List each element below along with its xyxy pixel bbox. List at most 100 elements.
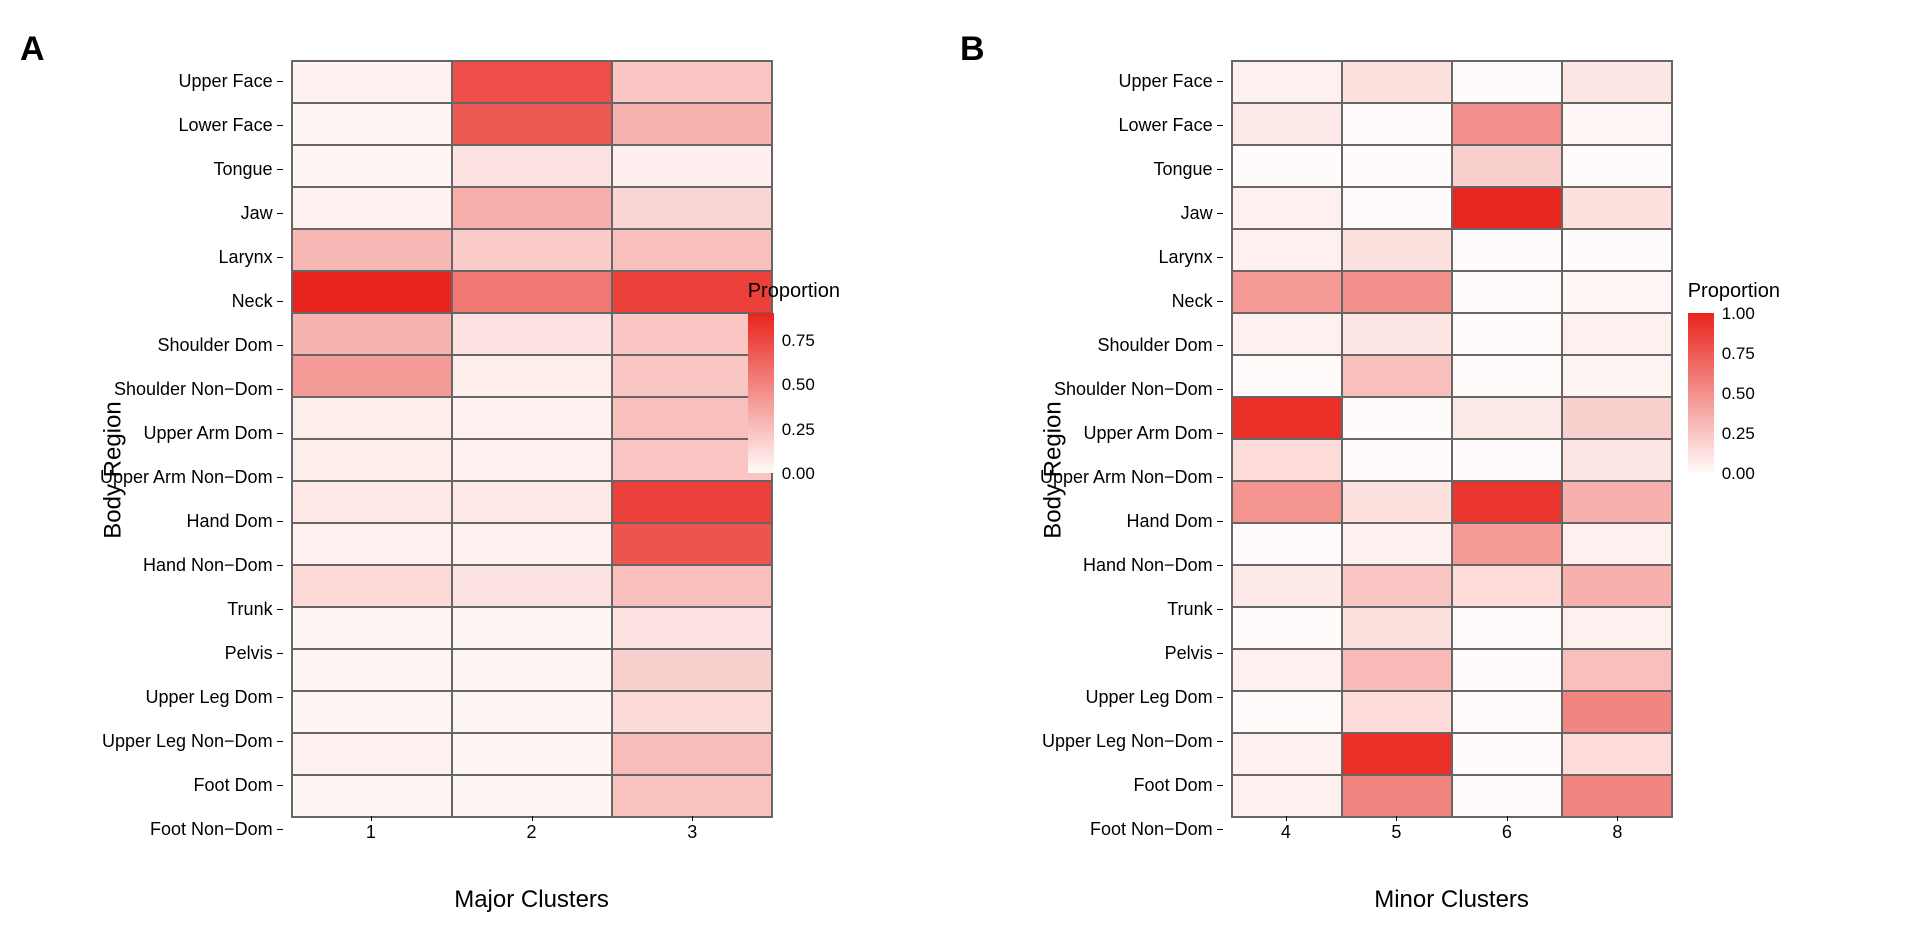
y-tick-label: Lower Face [1119,104,1223,146]
heatmap-cell [292,187,452,229]
heatmap-cell [1232,355,1342,397]
heatmap-cell [1232,607,1342,649]
panel-a-grid [291,60,773,818]
heatmap-cell [452,439,612,481]
heatmap-cell [1452,607,1562,649]
y-tick-label: Upper Arm Non−Dom [1040,456,1223,498]
x-tick-label: 2 [452,822,612,843]
y-tick-label: Foot Dom [194,764,283,806]
heatmap-cell [452,187,612,229]
panel-b-heatmap: Upper FaceLower FaceTongueJawLarynxNeckS… [1040,60,1620,850]
legend-tick-label: 0.25 [782,420,815,440]
heatmap-cell [612,145,772,187]
heatmap-cell [1452,313,1562,355]
panel-b-x-labels: 4568 [1231,822,1673,843]
heatmap-cell [1232,103,1342,145]
heatmap-cell [452,607,612,649]
heatmap-cell [1562,565,1672,607]
heatmap-cell [292,145,452,187]
heatmap-cell [612,565,772,607]
heatmap-cell [1342,145,1452,187]
y-tick-label: Upper Arm Dom [144,412,283,454]
heatmap-cell [1232,61,1342,103]
heatmap-cell [1562,145,1672,187]
heatmap-cell [1232,229,1342,271]
panel-a-legend-title: Proportion [748,280,840,303]
heatmap-cell [1342,481,1452,523]
x-tick-label: 5 [1341,822,1451,843]
heatmap-cell [292,691,452,733]
heatmap-cell [1232,523,1342,565]
heatmap-cell [292,649,452,691]
legend-tick-label: 0.25 [1722,424,1755,444]
panel-a-y-labels: Upper FaceLower FaceTongueJawLarynxNeckS… [100,60,291,850]
heatmap-cell [1452,523,1562,565]
heatmap-cell [1452,103,1562,145]
heatmap-cell [452,649,612,691]
heatmap-cell [292,61,452,103]
heatmap-cell [1452,271,1562,313]
heatmap-cell [452,397,612,439]
panel-a: A Body Region Upper FaceLower FaceTongue… [20,20,900,920]
heatmap-cell [612,691,772,733]
heatmap-cell [1562,61,1672,103]
heatmap-cell [1452,649,1562,691]
heatmap-cell [1562,397,1672,439]
y-tick-label: Pelvis [225,632,283,674]
heatmap-cell [1232,439,1342,481]
heatmap-cell [452,229,612,271]
heatmap-cell [452,691,612,733]
y-tick-label: Shoulder Dom [1098,324,1223,366]
panel-b-legend: Proportion 1.000.750.500.250.00 [1688,280,1780,473]
heatmap-cell [612,733,772,775]
x-tick-label: 3 [612,822,772,843]
heatmap-cell [612,187,772,229]
y-tick-label: Foot Non−Dom [1090,808,1223,850]
y-tick-label: Foot Dom [1134,764,1223,806]
heatmap-cell [1562,271,1672,313]
y-tick-label: Upper Leg Non−Dom [1042,720,1223,762]
panel-b-letter: B [960,30,985,69]
legend-tick-label: 0.00 [1722,464,1755,484]
heatmap-cell [1452,439,1562,481]
heatmap-cell [1452,775,1562,817]
heatmap-cell [1562,775,1672,817]
panel-a-legend-ticks: 0.750.500.250.00 [782,313,832,473]
y-tick-label: Upper Arm Non−Dom [100,456,283,498]
heatmap-cell [1342,61,1452,103]
panel-b-legend-title: Proportion [1688,280,1780,303]
x-tick-label: 8 [1562,822,1672,843]
heatmap-cell [452,145,612,187]
heatmap-cell [1562,439,1672,481]
heatmap-cell [292,397,452,439]
heatmap-cell [1562,229,1672,271]
heatmap-cell [452,271,612,313]
heatmap-cell [1232,691,1342,733]
heatmap-cell [1452,61,1562,103]
y-tick-label: Shoulder Non−Dom [1054,368,1223,410]
y-tick-label: Upper Leg Dom [146,676,283,718]
heatmap-cell [612,229,772,271]
y-tick-label: Trunk [227,588,282,630]
heatmap-cell [292,481,452,523]
heatmap-cell [292,355,452,397]
heatmap-cell [612,481,772,523]
heatmap-cell [1562,355,1672,397]
heatmap-cell [1232,397,1342,439]
panel-a-heatmap: Upper FaceLower FaceTongueJawLarynxNeckS… [100,60,680,850]
heatmap-cell [1452,187,1562,229]
heatmap-cell [1342,397,1452,439]
y-tick-label: Larynx [1159,236,1223,278]
y-tick-label: Lower Face [179,104,283,146]
y-tick-label: Upper Face [1119,60,1223,102]
heatmap-cell [1562,313,1672,355]
y-tick-label: Larynx [219,236,283,278]
heatmap-cell [1232,733,1342,775]
panel-b-grid [1231,60,1673,818]
legend-tick-label: 1.00 [1722,304,1755,324]
heatmap-cell [452,103,612,145]
legend-tick-label: 0.00 [782,464,815,484]
heatmap-cell [1452,229,1562,271]
heatmap-cell [1342,439,1452,481]
legend-tick-label: 0.75 [1722,344,1755,364]
